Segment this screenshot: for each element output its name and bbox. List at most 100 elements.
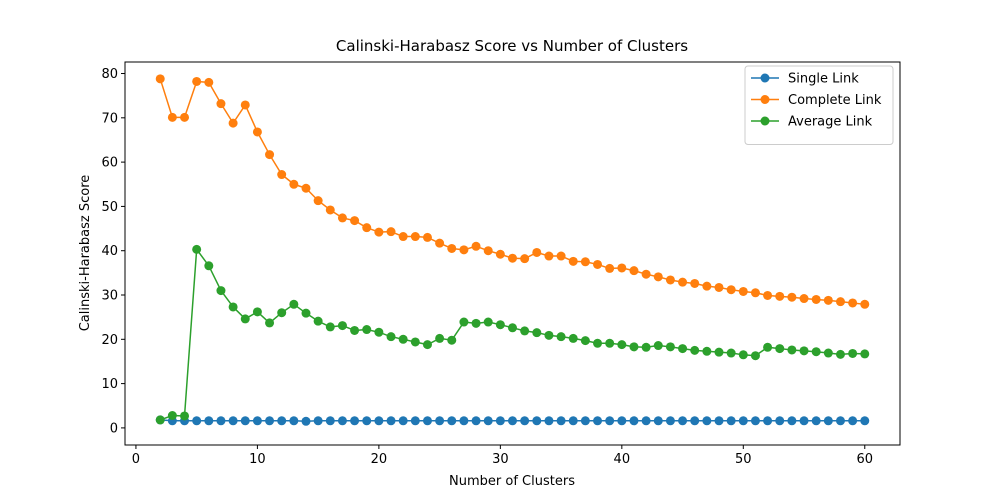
data-point-single-link [738,416,748,426]
data-point-single-link [835,416,845,426]
data-point-average-link [386,332,396,342]
data-point-complete-link [313,196,323,206]
plot-area [155,74,870,426]
data-point-average-link [325,322,335,332]
data-point-single-link [568,416,578,426]
data-point-single-link [301,416,311,426]
data-point-single-link [277,416,287,426]
data-point-average-link [155,415,165,425]
data-point-single-link [848,416,858,426]
data-point-single-link [398,416,408,426]
data-point-average-link [605,338,615,348]
data-point-average-link [459,317,469,327]
data-point-average-link [167,411,177,420]
legend-marker-complete-link [760,95,770,104]
data-point-single-link [678,416,688,426]
data-point-average-link [532,328,542,338]
data-point-single-link [653,416,663,426]
data-point-average-link [277,308,287,318]
data-point-average-link [860,349,870,359]
data-point-single-link [265,416,275,426]
data-point-complete-link [641,269,651,279]
y-axis-title: Calinski-Harabasz Score [78,175,93,332]
y-tick-label: 10 [101,377,118,392]
data-point-average-link [665,342,675,352]
data-point-single-link [192,416,202,426]
data-point-single-link [811,416,821,426]
data-point-average-link [252,307,262,317]
data-point-average-link [337,321,347,331]
data-point-average-link [799,346,809,356]
data-point-average-link [653,341,663,351]
legend-marker-average-link [760,116,770,126]
data-point-single-link [860,416,870,426]
legend-box [744,65,894,145]
data-point-complete-link [617,263,627,273]
data-point-complete-link [386,227,396,237]
data-point-complete-link [580,257,590,267]
data-point-complete-link [410,232,420,242]
data-point-single-link [410,416,420,426]
data-point-single-link [520,416,530,426]
data-point-average-link [508,323,517,333]
y-tick-label: 20 [101,333,118,348]
data-point-average-link [216,286,226,296]
data-point-single-link [325,416,335,426]
legend-label-average-link: Average Link [788,115,873,130]
data-point-average-link [520,326,530,336]
data-point-average-link [811,347,821,357]
data-point-average-link [204,261,214,271]
data-point-single-link [252,416,262,426]
data-point-average-link [374,327,384,337]
data-point-average-link [593,338,603,348]
data-point-complete-link [422,232,432,242]
legend-label-single-link: Single Link [788,72,859,87]
data-point-complete-link [799,294,809,304]
data-point-average-link [422,340,432,350]
data-point-average-link [410,337,420,347]
data-point-complete-link [228,118,238,128]
data-point-single-link [775,416,785,426]
data-point-complete-link [835,297,845,307]
data-point-complete-link [289,179,299,189]
data-point-complete-link [155,74,165,84]
x-tick-label: 0 [132,452,140,467]
data-point-single-link [580,416,590,426]
data-point-single-link [702,416,712,426]
data-point-average-link [690,345,700,355]
data-point-complete-link [252,127,262,137]
data-point-single-link [532,416,542,426]
data-point-single-link [750,416,760,426]
data-point-complete-link [240,100,250,110]
data-point-average-link [580,336,590,346]
data-point-complete-link [325,205,335,215]
data-point-single-link [459,416,469,426]
data-point-single-link [593,416,603,426]
data-point-single-link [483,416,493,426]
data-point-single-link [362,416,372,426]
data-point-average-link [301,308,311,318]
data-point-complete-link [568,256,578,266]
data-point-single-link [240,416,250,426]
data-point-single-link [617,416,627,426]
y-tick-label: 0 [110,421,118,436]
data-point-complete-link [277,170,287,180]
data-point-complete-link [678,277,688,287]
data-point-single-link [726,416,736,426]
legend: Single Link Complete Link Average Link [744,65,894,145]
data-point-complete-link [665,275,675,285]
data-point-single-link [204,416,214,426]
data-point-complete-link [447,243,457,253]
data-point-average-link [544,330,554,340]
data-point-complete-link [860,299,870,309]
data-point-complete-link [216,99,226,109]
data-point-average-link [483,317,493,327]
data-point-single-link [422,416,432,426]
x-axis-title: Number of Clusters [449,474,575,489]
y-tick-label: 30 [101,289,118,304]
data-point-average-link [289,299,299,309]
y-tick-label: 80 [101,67,118,82]
data-point-single-link [447,416,457,426]
data-point-average-link [750,351,760,361]
